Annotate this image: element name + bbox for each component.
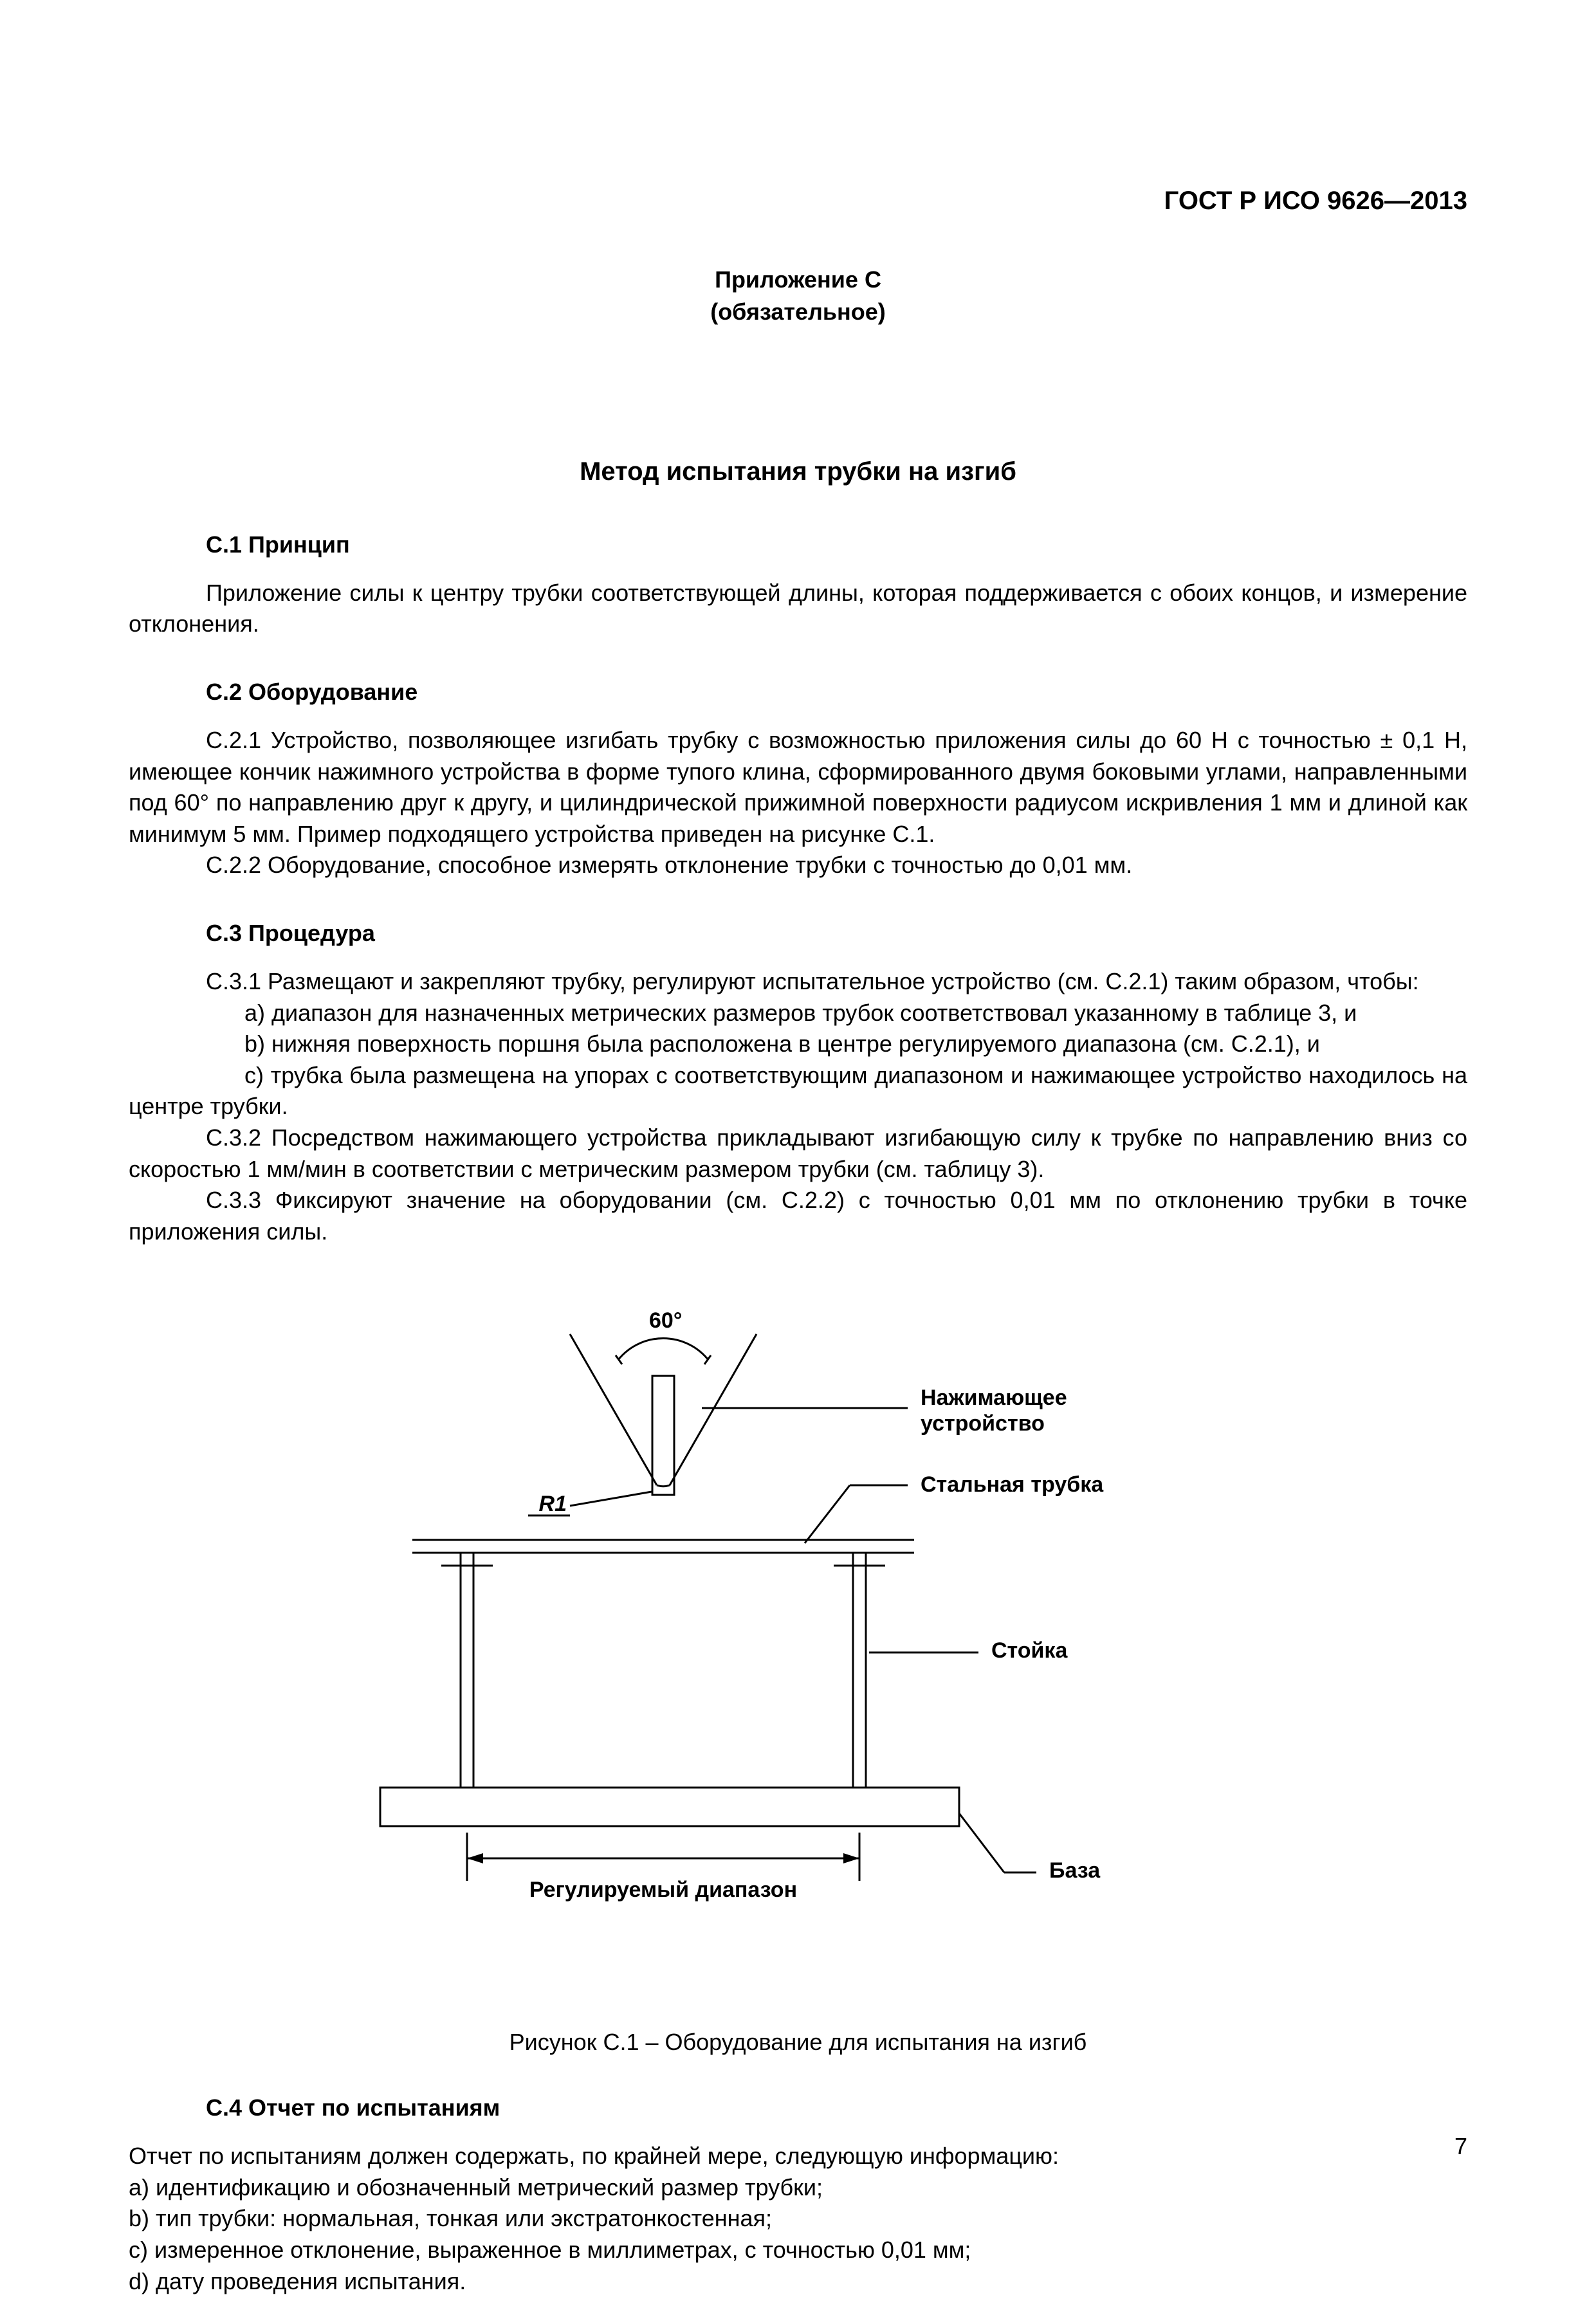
document-page: ГОСТ Р ИСО 9626—2013 Приложение С (обяза… — [0, 0, 1596, 2256]
c3-p1: С.3.1 Размещают и закрепляют трубку, рег… — [129, 966, 1467, 998]
standard-code: ГОСТ Р ИСО 9626—2013 — [1164, 187, 1467, 215]
figure-label-angle: 60° — [649, 1308, 682, 1333]
c4-intro: Отчет по испытаниям должен содержать, по… — [129, 2141, 1467, 2172]
c3-b: b) нижняя поверхность поршня была распол… — [129, 1029, 1467, 1060]
heading-c2: С.2 Оборудование — [206, 679, 1467, 706]
c4-a: a) идентификацию и обозначенный метричес… — [129, 2172, 1467, 2204]
c4-b: b) тип трубки: нормальная, тонкая или эк… — [129, 2203, 1467, 2235]
figure-svg: 60° Нажимающее устройство R1 — [316, 1299, 1281, 1974]
appendix-header: Приложение С (обязательное) — [129, 264, 1467, 329]
figure-label-stand: Стойка — [991, 1638, 1068, 1663]
figure-label-tube: Стальная трубка — [921, 1472, 1104, 1497]
c3-a: a) диапазон для назначенных метрических … — [129, 998, 1467, 1029]
figure-label-r1: R1 — [538, 1492, 566, 1516]
c3-p2: С.3.2 Посредством нажимающего устройства… — [129, 1122, 1467, 1185]
heading-c4: С.4 Отчет по испытаниям — [206, 2094, 1467, 2121]
c3-c: c) трубка была размещена на упорах с соо… — [129, 1060, 1467, 1122]
figure-label-presser-2: устройство — [921, 1411, 1045, 1436]
c1-p1: Приложение силы к центру трубки соответс… — [129, 578, 1467, 640]
page-number: 7 — [1454, 2133, 1467, 2160]
appendix-subtitle: (обязательное) — [129, 296, 1467, 328]
appendix-title: Приложение С — [129, 264, 1467, 296]
c4-c: c) измеренное отклонение, выраженное в м… — [129, 2235, 1467, 2266]
figure-label-presser-1: Нажимающее — [921, 1386, 1067, 1410]
figure-label-base: База — [1049, 1858, 1101, 1883]
c2-p1: С.2.1 Устройство, позволяющее изгибать т… — [129, 725, 1467, 850]
main-title: Метод испытания трубки на изгиб — [129, 457, 1467, 486]
c4-d: d) дату проведения испытания. — [129, 2266, 1467, 2297]
c3-p3: С.3.3 Фиксируют значение на оборудовании… — [129, 1185, 1467, 1247]
heading-c1: С.1 Принцип — [206, 531, 1467, 558]
figure-c1: 60° Нажимающее устройство R1 — [129, 1299, 1467, 1977]
figure-caption: Рисунок С.1 – Оборудование для испытания… — [129, 2029, 1467, 2056]
c2-p2: С.2.2 Оборудование, способное измерять о… — [129, 850, 1467, 881]
figure-label-span: Регулируемый диапазон — [529, 1878, 796, 1902]
heading-c3: С.3 Процедура — [206, 920, 1467, 947]
